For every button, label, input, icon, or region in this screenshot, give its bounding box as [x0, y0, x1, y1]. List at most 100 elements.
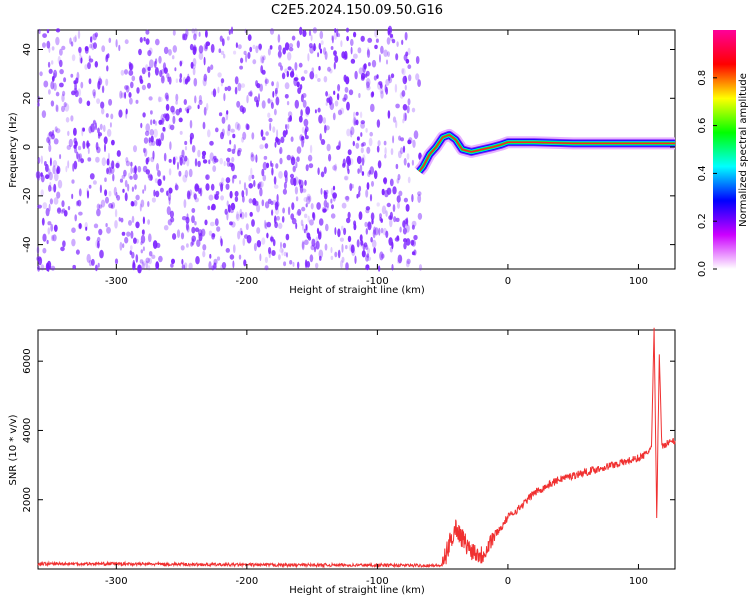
- noise-speck: [286, 123, 290, 130]
- noise-speck: [303, 69, 308, 74]
- noise-speck: [208, 261, 212, 270]
- noise-speck: [239, 213, 242, 218]
- noise-speck: [354, 120, 357, 125]
- noise-speck: [168, 168, 172, 176]
- noise-speck: [299, 134, 304, 142]
- noise-speck: [223, 93, 226, 102]
- noise-speck: [248, 183, 253, 189]
- noise-speck: [293, 177, 297, 187]
- noise-speck: [270, 102, 274, 109]
- noise-speck: [391, 264, 394, 271]
- noise-speck: [365, 244, 369, 250]
- noise-speck: [278, 171, 283, 179]
- noise-speck: [276, 215, 281, 221]
- noise-speck: [278, 44, 282, 52]
- noise-speck: [380, 227, 384, 234]
- snr-axes: -300 -200 -100 0 100 2000 4000 6000: [22, 330, 675, 587]
- noise-speck: [221, 262, 227, 269]
- noise-speck: [323, 166, 327, 174]
- noise-speck: [53, 69, 58, 78]
- noise-speck: [47, 265, 51, 270]
- noise-speck: [279, 247, 284, 253]
- noise-speck: [344, 176, 348, 181]
- noise-speck: [366, 146, 371, 154]
- noise-speck: [128, 61, 132, 67]
- noise-speck: [411, 107, 416, 113]
- noise-speck: [339, 237, 344, 242]
- noise-speck: [201, 150, 207, 157]
- noise-speck: [301, 136, 305, 141]
- noise-speck: [69, 37, 72, 45]
- noise-speck: [101, 107, 105, 115]
- noise-speck: [153, 128, 158, 138]
- noise-speck: [221, 128, 225, 137]
- noise-speck: [386, 37, 391, 45]
- y-tick-label: 2000: [22, 487, 33, 512]
- noise-speck: [221, 177, 225, 183]
- noise-speck: [125, 157, 129, 163]
- noise-speck: [145, 123, 150, 133]
- noise-speck: [91, 258, 95, 266]
- noise-speck: [97, 262, 100, 268]
- noise-speck: [90, 123, 95, 133]
- noise-speck: [394, 237, 400, 242]
- noise-speck: [392, 135, 395, 144]
- y-tick-label: 0: [22, 144, 33, 150]
- noise-speck: [401, 68, 404, 74]
- noise-speck: [176, 229, 181, 239]
- noise-speck: [324, 243, 328, 251]
- noise-speck: [313, 43, 316, 52]
- noise-speck: [339, 107, 345, 115]
- noise-speck: [401, 90, 406, 97]
- noise-speck: [318, 42, 321, 50]
- noise-speck: [38, 28, 41, 35]
- noise-speck: [214, 218, 219, 227]
- noise-speck: [74, 147, 78, 154]
- noise-speck: [264, 201, 270, 209]
- noise-speck: [82, 140, 86, 150]
- noise-speck: [377, 160, 382, 169]
- noise-speck: [296, 156, 300, 162]
- spectrogram-xlabel: Height of straight line (km): [289, 285, 425, 296]
- noise-speck: [188, 168, 193, 178]
- noise-speck: [332, 193, 336, 202]
- noise-speck: [145, 257, 150, 264]
- noise-speck: [142, 165, 148, 173]
- noise-speck: [186, 213, 189, 220]
- noise-speck: [191, 235, 196, 242]
- noise-speck: [302, 93, 307, 98]
- noise-speck: [347, 149, 352, 156]
- noise-speck: [365, 70, 370, 77]
- noise-speck: [184, 78, 188, 85]
- noise-speck: [140, 249, 143, 254]
- noise-speck: [226, 211, 229, 221]
- noise-speck: [52, 165, 56, 175]
- noise-speck: [233, 244, 236, 254]
- noise-speck: [345, 195, 350, 202]
- noise-speck: [63, 102, 67, 108]
- noise-speck: [307, 215, 310, 223]
- noise-speck: [52, 234, 57, 242]
- noise-speck: [336, 145, 341, 150]
- noise-speck: [96, 236, 101, 243]
- noise-speck: [98, 78, 103, 86]
- noise-speck: [202, 121, 206, 130]
- noise-speck: [97, 240, 100, 249]
- noise-speck: [75, 249, 80, 255]
- noise-speck: [244, 211, 248, 218]
- noise-speck: [124, 69, 128, 75]
- noise-speck: [103, 136, 108, 145]
- noise-speck: [75, 77, 79, 84]
- noise-speck: [237, 149, 241, 157]
- noise-speck: [287, 206, 291, 216]
- noise-speck: [226, 200, 229, 207]
- noise-speck: [247, 52, 251, 59]
- noise-speck: [139, 203, 142, 212]
- noise-speck: [163, 175, 166, 181]
- noise-speck: [119, 90, 123, 99]
- noise-speck: [47, 227, 51, 235]
- noise-speck: [309, 219, 314, 226]
- noise-speck: [194, 158, 198, 167]
- noise-speck: [96, 208, 101, 217]
- noise-speck: [59, 59, 63, 68]
